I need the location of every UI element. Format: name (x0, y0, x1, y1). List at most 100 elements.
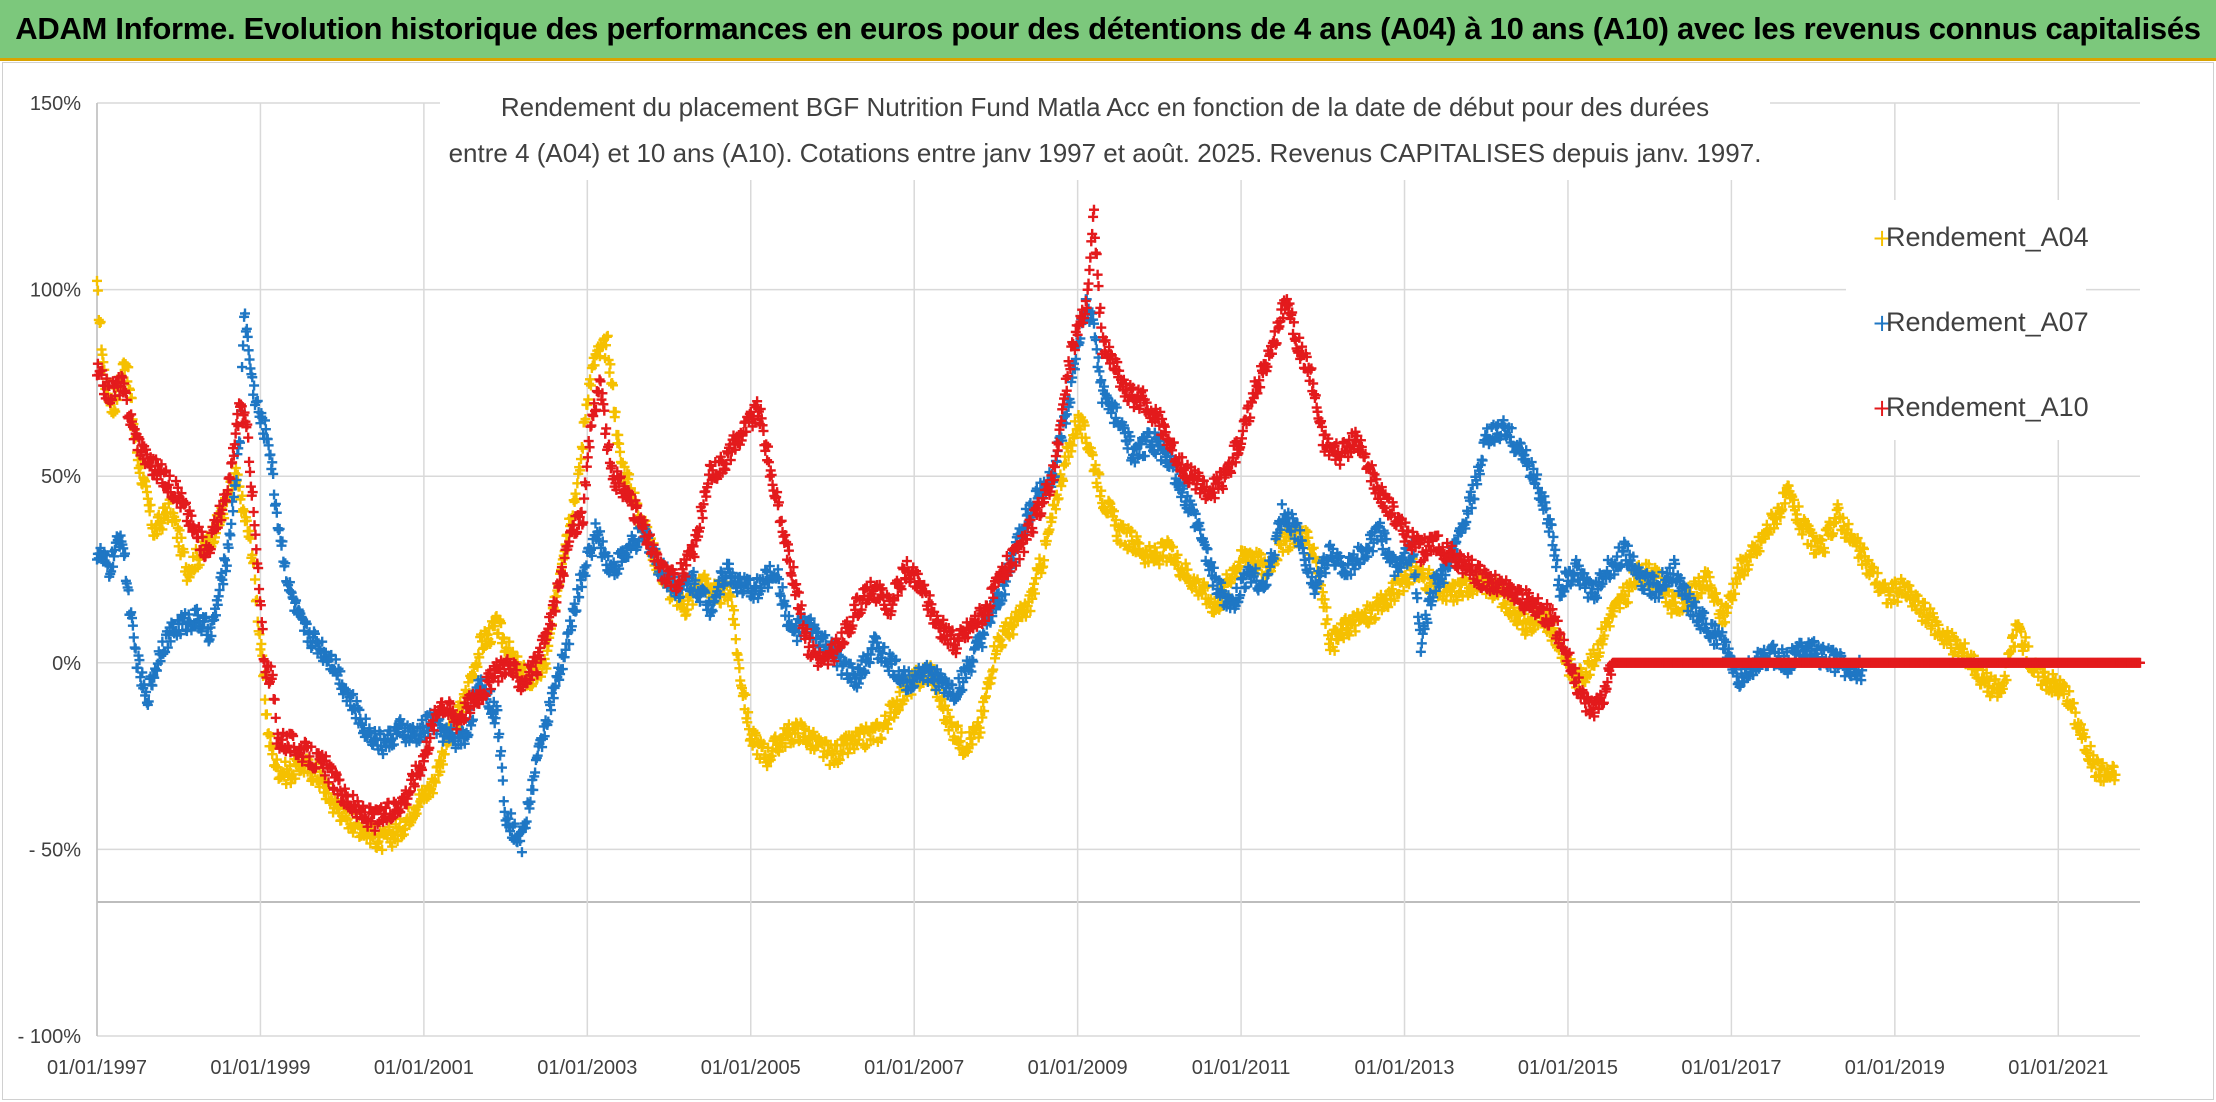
data-point (764, 561, 775, 572)
data-point (956, 727, 967, 738)
data-point (867, 643, 878, 654)
data-point (597, 536, 608, 547)
data-point (1422, 617, 1433, 628)
data-point (1067, 440, 1078, 451)
data-point (583, 436, 594, 447)
data-point (716, 567, 727, 578)
data-point (546, 688, 557, 699)
data-point (465, 707, 476, 718)
data-point (1163, 537, 1174, 548)
data-point (1276, 539, 1287, 550)
data-point (149, 530, 160, 541)
data-point (987, 611, 998, 622)
data-point (433, 769, 444, 780)
data-point (1863, 555, 1874, 566)
data-point (754, 419, 765, 430)
data-point (556, 562, 567, 573)
data-point (115, 380, 126, 391)
data-point (938, 676, 949, 687)
data-point (1750, 665, 1761, 676)
data-point (1283, 545, 1294, 556)
data-point (1901, 592, 1912, 603)
data-point (1019, 598, 1030, 609)
data-point (1401, 543, 1412, 554)
data-point (259, 656, 270, 667)
data-point (277, 536, 288, 547)
data-point (597, 341, 608, 352)
data-point (544, 612, 555, 623)
data-point (1859, 551, 1870, 562)
data-point (1206, 557, 1217, 568)
data-point (352, 702, 363, 713)
data-point (1131, 531, 1142, 542)
data-point (1768, 639, 1779, 650)
data-point (1058, 475, 1069, 486)
data-point (130, 643, 141, 654)
data-point (1519, 450, 1530, 461)
data-point (778, 531, 789, 542)
data-point (743, 707, 754, 718)
data-point (647, 554, 658, 565)
data-point (593, 529, 604, 540)
data-point (139, 441, 150, 452)
data-point (1208, 562, 1219, 573)
data-point (1611, 551, 1622, 562)
data-point (507, 670, 518, 681)
data-point (1999, 670, 2010, 681)
data-points (92, 204, 2145, 858)
data-point (1157, 445, 1168, 456)
data-point (868, 735, 879, 746)
data-point (239, 407, 250, 418)
data-point (365, 838, 376, 849)
data-point (498, 658, 509, 669)
data-point (507, 821, 518, 832)
data-point (173, 625, 184, 636)
data-point (623, 552, 634, 563)
data-point (692, 525, 703, 536)
data-point (1556, 591, 1567, 602)
data-point (861, 740, 872, 751)
data-point (1716, 598, 1727, 609)
data-point (1185, 495, 1196, 506)
data-point (536, 654, 547, 665)
data-point (1178, 480, 1189, 491)
data-point (1806, 645, 1817, 656)
data-point (391, 826, 402, 837)
data-point (214, 519, 225, 530)
data-point (2085, 741, 2096, 752)
data-point (1276, 499, 1287, 510)
data-point (1589, 660, 1600, 671)
data-point (1829, 666, 1840, 677)
data-point (1147, 436, 1158, 447)
data-point (1207, 580, 1218, 591)
data-point (1702, 567, 1713, 578)
data-point (1330, 624, 1341, 635)
data-point (211, 523, 222, 534)
data-point (764, 471, 775, 482)
data-point (953, 673, 964, 684)
data-point (1106, 407, 1117, 418)
data-point (1588, 644, 1599, 655)
data-point (1527, 615, 1538, 626)
data-point (1292, 518, 1303, 529)
data-point (1436, 565, 1447, 576)
data-point (1730, 664, 1741, 675)
data-point (244, 456, 255, 467)
y-tick-label: - 50% (29, 839, 81, 861)
data-point (799, 723, 810, 734)
data-point (1727, 595, 1738, 606)
data-point (742, 717, 753, 728)
data-point (886, 658, 897, 669)
data-point (266, 741, 277, 752)
data-point (763, 582, 774, 593)
data-point (417, 764, 428, 775)
data-point (888, 697, 899, 708)
data-point (1274, 516, 1285, 527)
data-point (1463, 590, 1474, 601)
data-point (1777, 504, 1788, 515)
data-point (2046, 687, 2057, 698)
data-point (644, 529, 655, 540)
data-point (1597, 578, 1608, 589)
data-point (1220, 592, 1231, 603)
data-point (1888, 595, 1899, 606)
